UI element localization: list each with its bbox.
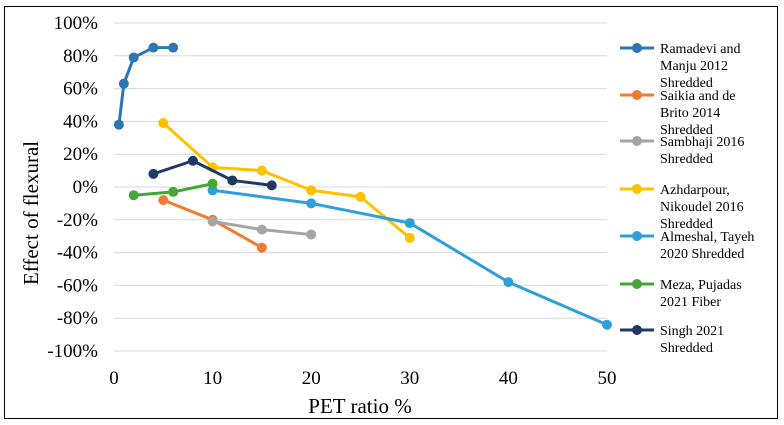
data-point [148,168,159,179]
legend-label: Almeshal, Tayeh 2020 Shredded [660,230,754,262]
data-point [266,180,277,191]
y-tick-label: 100% [54,13,99,34]
y-tick-label: 60% [63,79,98,100]
data-point [256,165,267,176]
y-tick-label: -60% [57,275,98,296]
y-tick-labels: 100% 80% 60% 40% 20% 0% -20% -40% -60% -80% -100% [47,13,98,362]
legend-entry: Ramadevi and Manju 2012 Shredded [620,42,740,91]
legend-entry: Saikia and de Brito 2014 Shredded [620,89,735,138]
legend-entry: Azhdarpour, Nikoudel 2016 Shredded [620,183,744,232]
grid-lines [114,22,607,352]
data-point [404,232,415,243]
series-group [158,118,415,243]
data-point [168,186,179,197]
legend-entry: Almeshal, Tayeh 2020 Shredded [620,230,754,262]
legend-swatch-marker [632,90,642,100]
x-axis-title: PET ratio % [308,394,411,418]
legend-swatch-marker [632,231,642,241]
data-point [306,198,317,209]
series-group [207,185,612,330]
data-point [128,52,139,63]
legend-label: Singh 2021 Shredded [660,324,724,356]
legend-swatch-marker [632,184,642,194]
data-point [256,224,267,235]
legend-entry: Singh 2021 Shredded [620,324,724,356]
x-tick-label: 0 [109,368,119,389]
x-tick-label: 30 [400,368,419,389]
data-point [158,195,169,206]
legend-swatch-marker [632,136,642,146]
legend-label: Ramadevi and Manju 2012 Shredded [660,42,740,91]
data-point [148,42,159,53]
data-series [113,42,612,330]
x-tick-label: 20 [302,368,321,389]
x-tick-label: 40 [499,368,518,389]
data-point [227,175,238,186]
data-point [503,277,514,288]
y-tick-label: 80% [63,46,98,67]
y-tick-label: -80% [57,308,98,329]
y-axis-title: Effect of flexural [19,141,43,285]
x-tick-labels: 0 10 20 30 40 50 [109,368,616,389]
data-point [118,78,129,89]
x-tick-label: 10 [203,368,222,389]
series-group [207,216,317,240]
data-point [256,242,267,253]
series-group [113,42,179,130]
data-point [207,216,218,227]
y-tick-label: 20% [63,144,98,165]
series-line [162,121,411,239]
data-point [355,191,366,202]
y-tick-label: 40% [63,111,98,132]
legend-label: Meza, Pujadas 2021 Fiber [660,278,742,310]
data-point [113,119,124,130]
legend-swatch-marker [632,43,642,53]
x-tick-label: 50 [598,368,617,389]
series-line [212,188,608,327]
data-point [128,190,139,201]
y-tick-label: -20% [57,210,98,231]
legend-entry: Sambhaji 2016 Shredded [620,135,744,167]
data-point [306,185,317,196]
series-group [128,178,218,201]
y-tick-label: 0% [73,177,99,198]
chart-frame [4,6,778,419]
legend-label: Saikia and de Brito 2014 Shredded [660,89,735,138]
data-point [187,155,198,166]
data-point [404,218,415,229]
y-tick-label: -40% [57,243,98,264]
series-line [152,159,272,187]
legend-swatch-marker [632,325,642,335]
legend-label: Sambhaji 2016 Shredded [660,135,744,167]
legend-swatch-marker [632,279,642,289]
data-point [168,42,179,53]
data-point [602,319,612,330]
y-tick-label: -100% [47,341,98,362]
data-point [158,118,169,129]
series-group [148,155,277,191]
data-point [306,229,317,240]
legend-entry: Meza, Pujadas 2021 Fiber [620,278,742,310]
data-point [207,178,218,189]
legend-label: Azhdarpour, Nikoudel 2016 Shredded [660,183,744,232]
